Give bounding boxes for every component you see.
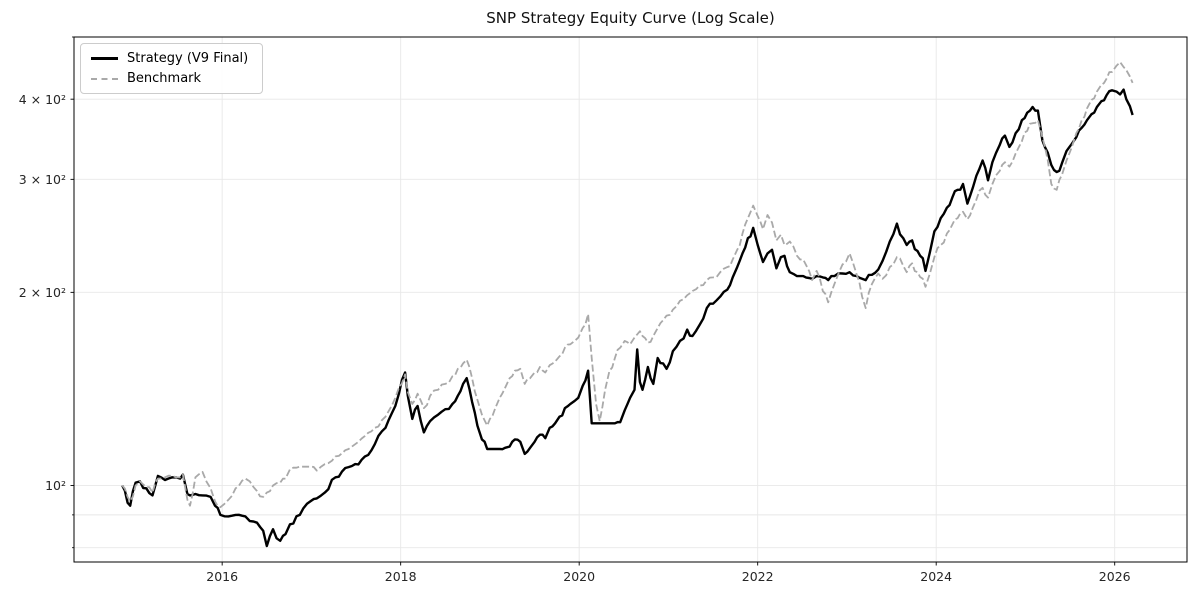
strategy-line [121,88,1134,548]
y-tick-label: 3 × 10² [18,171,66,187]
legend-label-strategy: Strategy (V9 Final) [127,51,249,66]
x-tick-label: 2016 [206,569,239,584]
y-tick-label: 10² [45,478,66,494]
x-tick-label: 2018 [384,569,417,584]
benchmark-line [121,61,1134,509]
axes-spines [73,36,1188,563]
y-tick-label: 4 × 10² [18,91,66,107]
legend-item-benchmark: Benchmark [91,71,252,86]
legend-label-benchmark: Benchmark [127,71,202,86]
y-tick-label: 2 × 10² [18,284,66,300]
x-tick-label: 2020 [563,569,596,584]
legend-item-strategy: Strategy (V9 Final) [91,51,252,66]
chart-title: SNP Strategy Equity Curve (Log Scale) [486,9,775,27]
x-tick-label: 2022 [741,569,774,584]
legend: Strategy (V9 Final) Benchmark [80,43,263,94]
grid-lines [74,37,1187,562]
x-tick-label: 2024 [920,569,953,584]
tick-marks [70,36,1116,566]
benchmark-line-sample-icon [91,77,118,80]
x-tick-label: 2026 [1098,569,1131,584]
strategy-line-sample-icon [91,57,118,60]
